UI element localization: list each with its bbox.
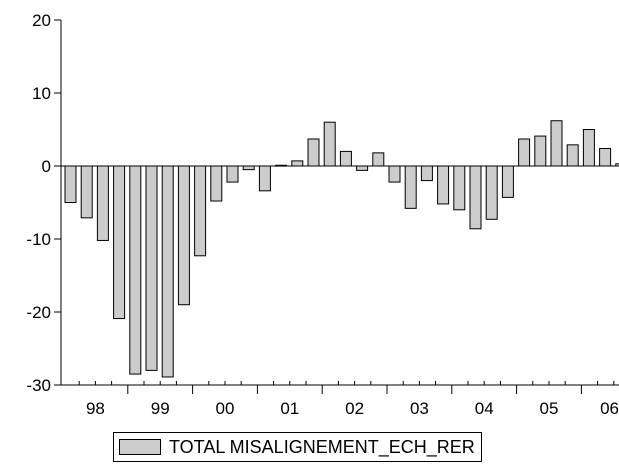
y-tick-label: -10 — [26, 230, 51, 249]
legend-label: TOTAL MISALIGNEMENT_ECH_RER — [169, 436, 475, 457]
x-tick-label: 06 — [600, 399, 619, 418]
x-tick-label: 04 — [475, 399, 494, 418]
chart-svg: 20 10 0 -10 -20 -30 98 99 00 01 02 03 04 05 06 — [26, 11, 619, 418]
bar — [80, 165, 93, 219]
x-tick-label: 05 — [540, 399, 559, 418]
bar-series — [61, 120, 619, 378]
bar — [469, 165, 482, 230]
y-tick-label: 10 — [32, 84, 51, 103]
bar — [339, 150, 352, 167]
bar — [129, 165, 142, 375]
bar — [356, 165, 369, 171]
bar — [194, 165, 207, 257]
x-tick-label: 03 — [410, 399, 429, 418]
bar — [534, 135, 547, 167]
bar — [307, 138, 320, 167]
bar — [291, 160, 304, 167]
bar — [599, 147, 612, 167]
bar — [485, 165, 498, 220]
x-tick-label: 98 — [86, 399, 105, 418]
bar — [550, 120, 563, 167]
x-axis: 98 99 00 01 02 03 04 05 06 — [61, 381, 619, 418]
bar — [64, 165, 77, 203]
bar — [404, 165, 417, 209]
bar — [437, 165, 450, 205]
bar — [258, 165, 271, 192]
x-tick-label: 01 — [280, 399, 299, 418]
bar — [145, 165, 158, 371]
x-tick-label: 00 — [216, 399, 235, 418]
legend: TOTAL MISALIGNEMENT_ECH_RER — [113, 432, 482, 462]
bar — [566, 144, 579, 167]
bar — [615, 163, 619, 167]
bar — [420, 165, 433, 182]
x-tick-label: 99 — [151, 399, 170, 418]
bar — [372, 152, 385, 167]
y-tick-label: 20 — [32, 11, 51, 30]
bar — [161, 165, 174, 378]
bar — [113, 165, 126, 320]
bar — [177, 165, 190, 306]
bar — [96, 165, 109, 241]
y-axis: 20 10 0 -10 -20 -30 — [26, 11, 62, 395]
legend-swatch — [119, 439, 161, 455]
x-tick-label: 02 — [345, 399, 364, 418]
bar — [242, 165, 255, 171]
bar — [323, 121, 336, 167]
bar — [582, 129, 595, 167]
y-tick-label: 0 — [42, 157, 51, 176]
bar — [518, 138, 531, 167]
y-tick-label: -30 — [26, 376, 51, 395]
bar — [226, 165, 239, 183]
bar — [388, 165, 401, 183]
bar — [501, 165, 514, 198]
y-tick-label: -20 — [26, 303, 51, 322]
bar — [453, 165, 466, 211]
bar — [210, 165, 223, 202]
